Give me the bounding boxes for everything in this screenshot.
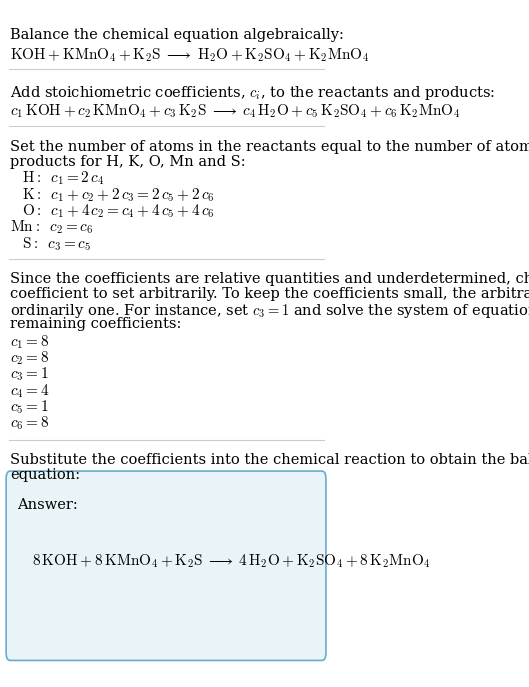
Text: equation:: equation: — [10, 469, 80, 482]
Text: Set the number of atoms in the reactants equal to the number of atoms in the: Set the number of atoms in the reactants… — [10, 140, 529, 154]
Text: Answer:: Answer: — [17, 498, 78, 513]
Text: $c_1 = 8$: $c_1 = 8$ — [10, 333, 49, 351]
Text: $\mathrm{K:}\;\; c_1 + c_2 + 2\,c_3 = 2\,c_5 + 2\,c_6$: $\mathrm{K:}\;\; c_1 + c_2 + 2\,c_3 = 2\… — [22, 186, 215, 203]
Text: ordinarily one. For instance, set $c_3 = 1$ and solve the system of equations fo: ordinarily one. For instance, set $c_3 =… — [10, 302, 529, 320]
Text: products for H, K, O, Mn and S:: products for H, K, O, Mn and S: — [10, 155, 245, 169]
Text: $\mathrm{Mn:}\;\; c_2 = c_6$: $\mathrm{Mn:}\;\; c_2 = c_6$ — [10, 218, 93, 236]
Text: remaining coefficients:: remaining coefficients: — [10, 317, 181, 331]
Text: $8\,\mathrm{KOH} + 8\,\mathrm{KMnO_4} + \mathrm{K_2S} \;\longrightarrow\; 4\,\ma: $8\,\mathrm{KOH} + 8\,\mathrm{KMnO_4} + … — [32, 552, 431, 570]
Text: $c_4 = 4$: $c_4 = 4$ — [10, 382, 49, 400]
Text: Add stoichiometric coefficients, $c_i$, to the reactants and products:: Add stoichiometric coefficients, $c_i$, … — [10, 84, 495, 102]
Text: $c_6 = 8$: $c_6 = 8$ — [10, 415, 49, 432]
Text: $\mathrm{KOH + KMnO_4 + K_2S \;\longrightarrow\; H_2O + K_2SO_4 + K_2MnO_4}$: $\mathrm{KOH + KMnO_4 + K_2S \;\longrigh… — [10, 46, 369, 64]
Text: $c_1\,\mathrm{KOH} + c_2\,\mathrm{KMnO_4} + c_3\,\mathrm{K_2S} \;\longrightarrow: $c_1\,\mathrm{KOH} + c_2\,\mathrm{KMnO_4… — [10, 102, 460, 120]
Text: $\mathrm{H:}\;\; c_1 = 2\,c_4$: $\mathrm{H:}\;\; c_1 = 2\,c_4$ — [22, 170, 104, 188]
Text: $c_5 = 1$: $c_5 = 1$ — [10, 398, 49, 416]
Text: Substitute the coefficients into the chemical reaction to obtain the balanced: Substitute the coefficients into the che… — [10, 453, 529, 467]
Text: coefficient to set arbitrarily. To keep the coefficients small, the arbitrary va: coefficient to set arbitrarily. To keep … — [10, 287, 529, 301]
FancyBboxPatch shape — [6, 471, 326, 660]
Text: $\mathrm{O:}\;\; c_1 + 4\,c_2 = c_4 + 4\,c_5 + 4\,c_6$: $\mathrm{O:}\;\; c_1 + 4\,c_2 = c_4 + 4\… — [22, 203, 215, 220]
Text: $\mathrm{S:}\;\; c_3 = c_5$: $\mathrm{S:}\;\; c_3 = c_5$ — [22, 235, 91, 253]
Text: Since the coefficients are relative quantities and underdetermined, choose a: Since the coefficients are relative quan… — [10, 272, 529, 286]
Text: $c_3 = 1$: $c_3 = 1$ — [10, 366, 49, 383]
Text: Balance the chemical equation algebraically:: Balance the chemical equation algebraica… — [10, 28, 344, 42]
Text: $c_2 = 8$: $c_2 = 8$ — [10, 350, 49, 368]
